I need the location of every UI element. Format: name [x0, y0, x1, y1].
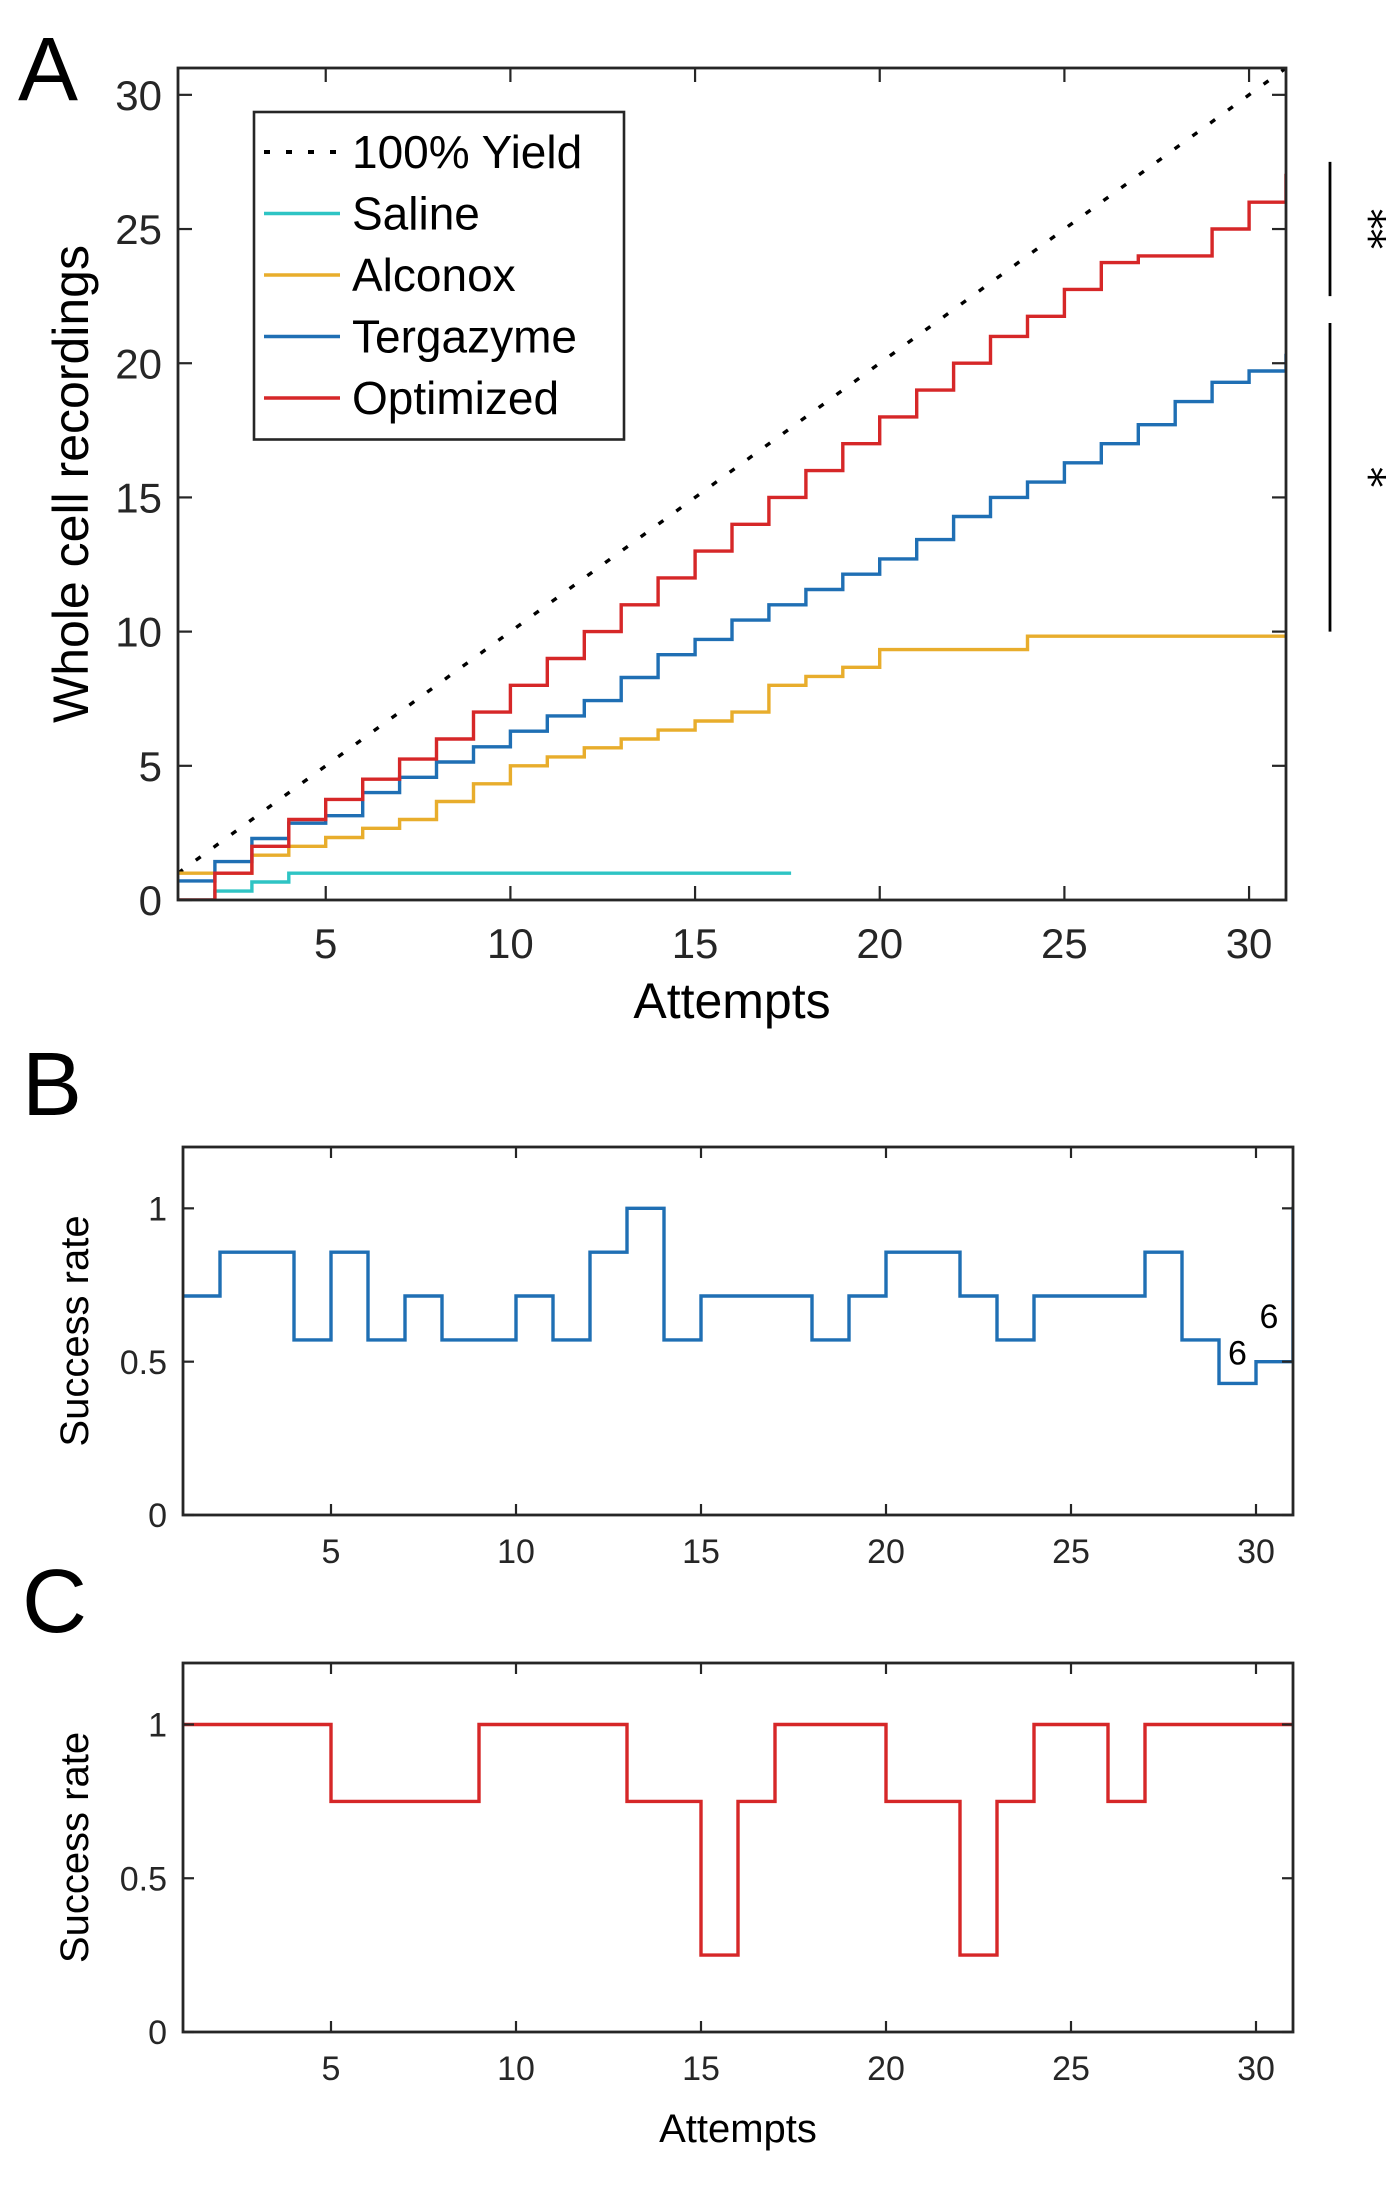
x-tick-label: 20 — [856, 920, 903, 967]
y-tick-label: 0.5 — [120, 1860, 167, 1898]
panel-b: B 5 10 15 20 25 30 0 0.5 1 Success rate 66 — [22, 1035, 1295, 1571]
legend-label: Tergazyme — [352, 311, 577, 363]
y-tick-label: 0.5 — [120, 1344, 167, 1382]
panel-c: C 5 10 15 20 25 30 0 0.5 1 Attempts Success rate — [22, 1552, 1295, 2151]
x-tick-label: 5 — [314, 920, 337, 967]
point-annotation: 6 — [1259, 1298, 1278, 1336]
x-tick-label: 30 — [1226, 920, 1273, 967]
series-line-tergazyme — [178, 353, 1286, 883]
series-group — [183, 1206, 1293, 1386]
x-tick-label: 15 — [672, 920, 719, 967]
y-tick-label: 1 — [148, 1707, 167, 1745]
point-annotation: 6 — [1228, 1335, 1247, 1373]
x-axis-title: Attempts — [659, 2107, 817, 2151]
y-tick-label: 0 — [139, 877, 162, 924]
panel-letter: B — [22, 1035, 82, 1135]
axes-box — [181, 1661, 1295, 2034]
y-tick-label: 0 — [148, 1497, 167, 1535]
axes-box — [176, 66, 1288, 902]
x-tick-label: 10 — [497, 1533, 535, 1571]
series-line-optimized — [178, 173, 1286, 900]
y-tick-label: 0 — [148, 2014, 167, 2052]
axes-box — [181, 1145, 1295, 1517]
x-tick-label: 20 — [867, 1533, 905, 1571]
x-tick-label: 10 — [497, 2050, 535, 2088]
y-tick-label: 5 — [139, 743, 162, 790]
y-tick-label: 20 — [115, 340, 162, 387]
series-line-panel-c — [183, 1722, 1293, 1957]
x-tick-label: 25 — [1041, 920, 1088, 967]
x-tick-label: 25 — [1052, 1533, 1090, 1571]
legend-label: Alconox — [352, 249, 516, 301]
y-tick-label: 10 — [115, 609, 162, 656]
legend-label: 100% Yield — [352, 126, 582, 178]
y-tick-label: 1 — [148, 1191, 167, 1229]
legend: 100% Yield Saline Alconox Tergazyme Optimize… — [252, 110, 626, 441]
series-line-alconox — [178, 634, 1286, 875]
significance-label: * — [1346, 467, 1392, 487]
x-tick-label: 30 — [1237, 1533, 1275, 1571]
significance-label: ** — [1346, 209, 1392, 249]
series-group — [178, 68, 1286, 900]
y-axis-title: Success rate — [53, 1215, 97, 1446]
series-group — [183, 1722, 1293, 1957]
series-line-100-yield — [178, 68, 1286, 875]
x-tick-label: 30 — [1237, 2050, 1275, 2088]
x-tick-label: 25 — [1052, 2050, 1090, 2088]
y-tick-label: 30 — [115, 72, 162, 119]
y-axis-title: Whole cell recordings — [43, 245, 99, 723]
x-tick-label: 15 — [682, 1533, 720, 1571]
panel-a: A 5 10 15 20 25 30 0 5 10 15 20 25 30 Attempts Whole ce… — [18, 20, 1392, 1029]
y-tick-label: 25 — [115, 206, 162, 253]
x-tick-label: 10 — [487, 920, 534, 967]
x-tick-label: 5 — [322, 1533, 341, 1571]
x-tick-label: 5 — [322, 2050, 341, 2088]
y-axis-title: Success rate — [53, 1732, 97, 1963]
series-line-panel-b — [183, 1206, 1293, 1386]
legend-label: Saline — [352, 188, 480, 240]
x-axis-title: Attempts — [633, 973, 830, 1029]
panel-letter: A — [18, 20, 78, 120]
legend-label: Optimized — [352, 372, 559, 424]
series-line-saline — [178, 871, 792, 900]
x-tick-label: 20 — [867, 2050, 905, 2088]
y-tick-label: 15 — [115, 475, 162, 522]
x-tick-label: 15 — [682, 2050, 720, 2088]
panel-letter: C — [22, 1552, 87, 1652]
